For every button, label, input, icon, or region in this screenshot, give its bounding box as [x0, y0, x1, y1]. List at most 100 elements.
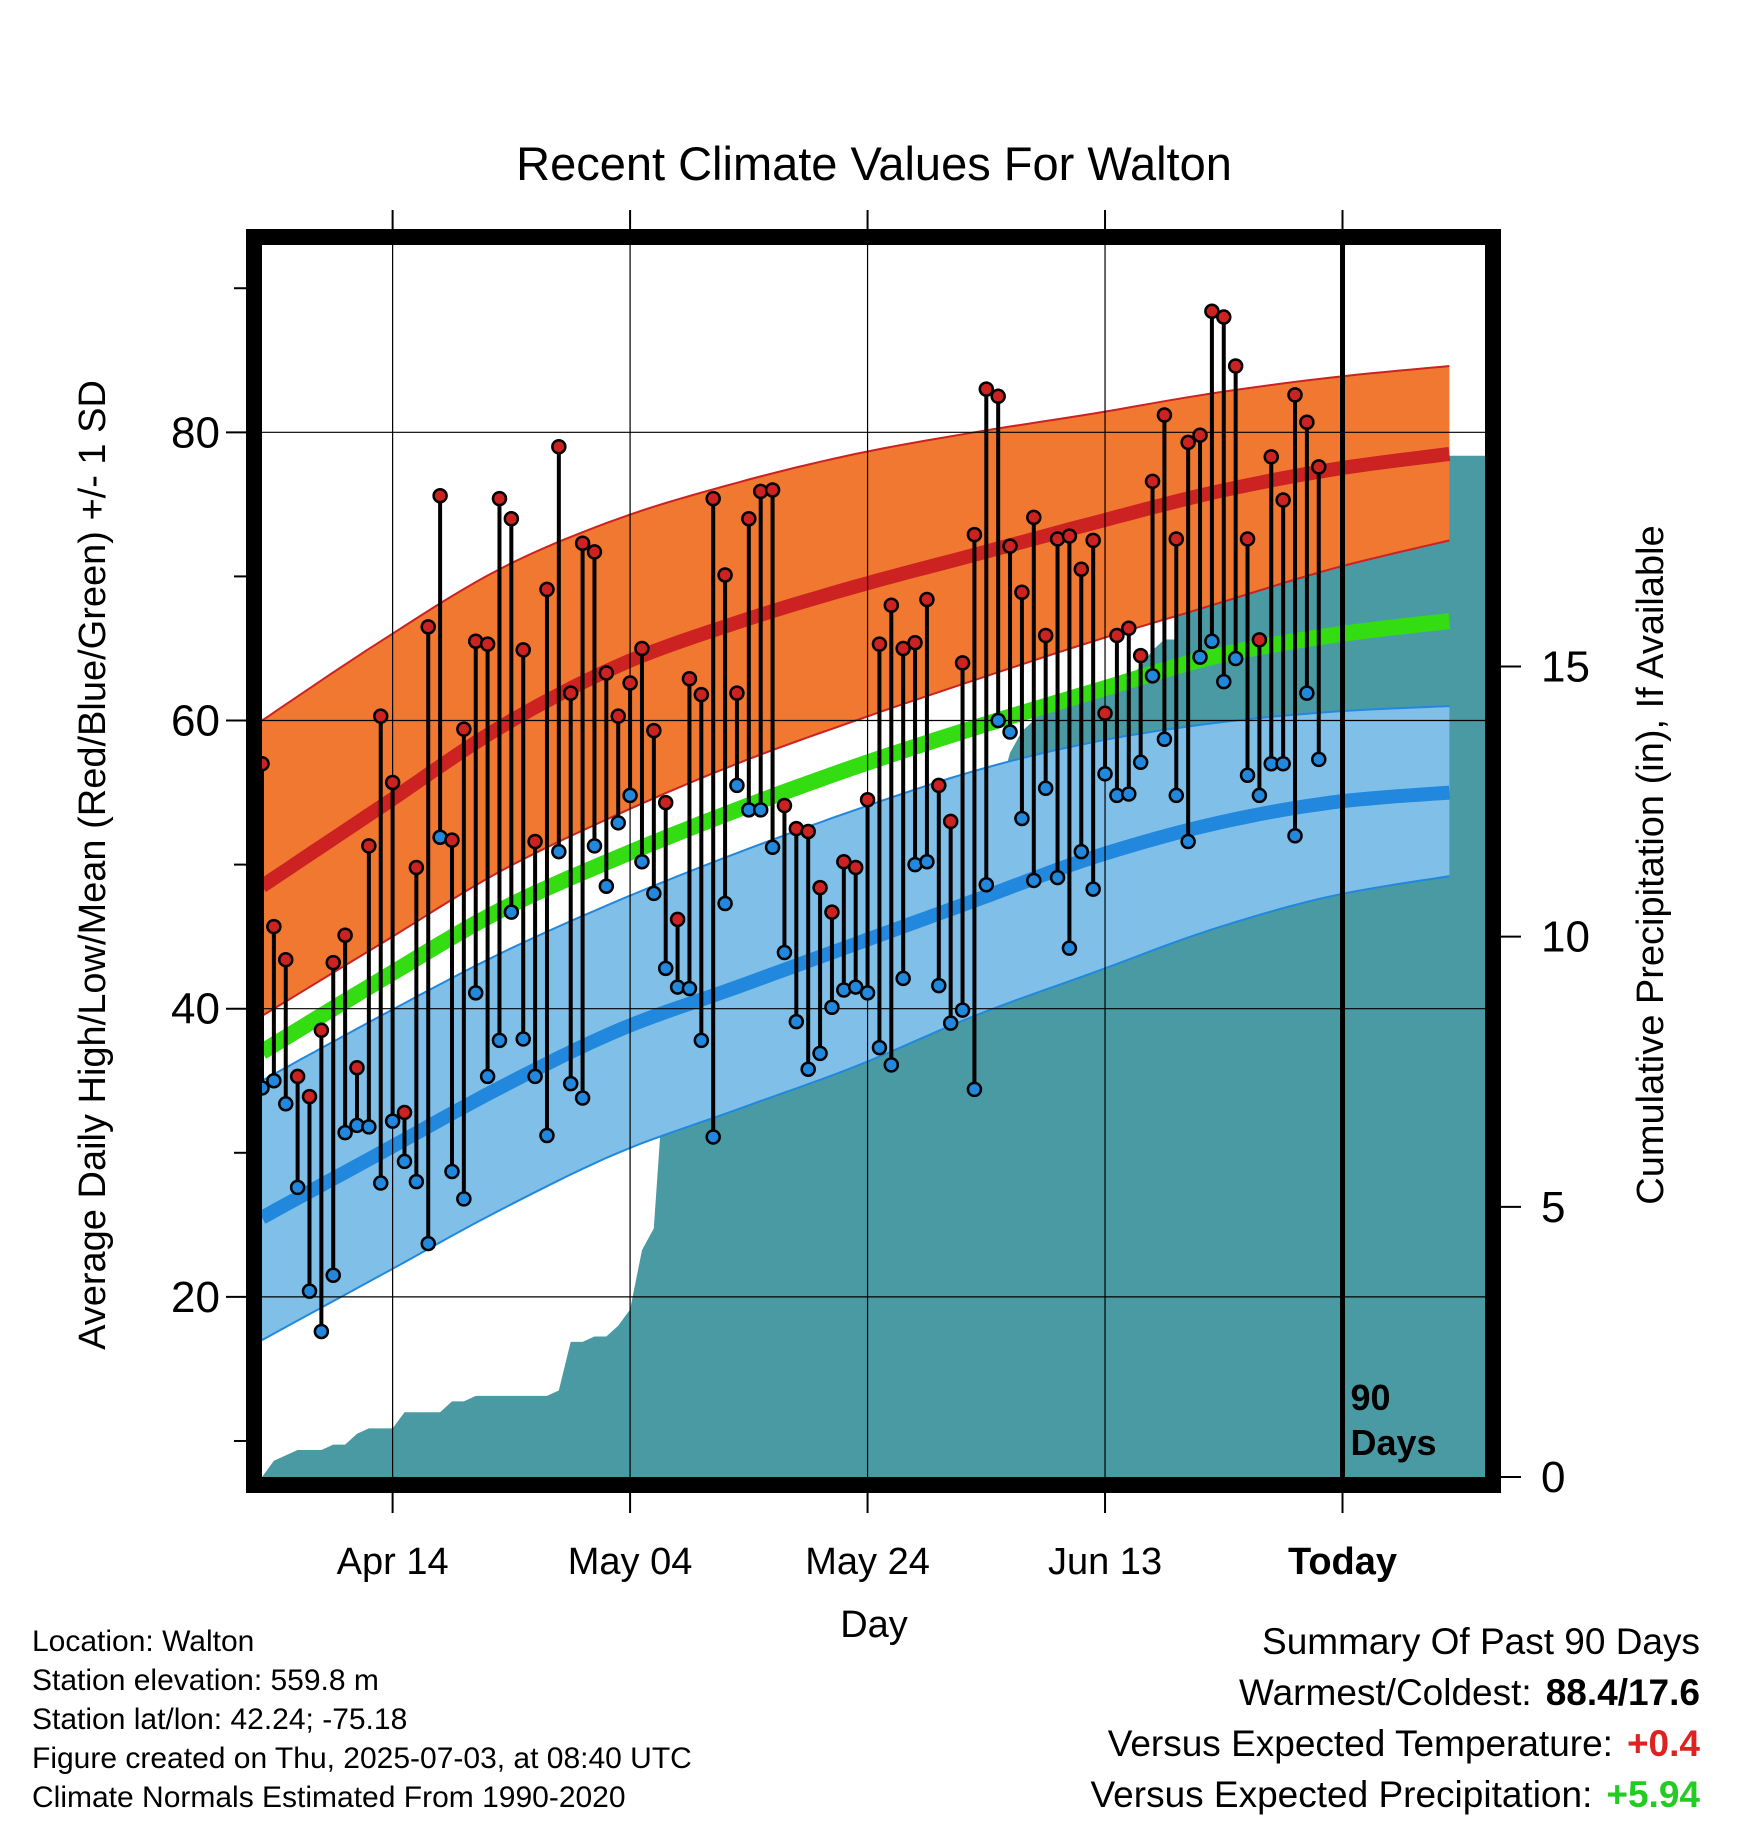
daily-high-point — [1287, 387, 1303, 403]
latlon-text: Station lat/lon: 42.24; -75.18 — [32, 1703, 408, 1736]
daily-low-point — [1299, 685, 1315, 701]
daily-high-point — [1026, 509, 1042, 526]
daily-high-point — [966, 526, 983, 543]
daily-high-point — [1299, 414, 1315, 430]
daily-low-point — [277, 1096, 294, 1112]
daily-high-point — [1132, 647, 1149, 664]
daily-high-point — [610, 708, 626, 724]
daily-low-point — [1097, 766, 1113, 782]
warm-cold-label: Warmest/Coldest: — [1239, 1672, 1532, 1713]
temp-value: +0.4 — [1626, 1723, 1700, 1764]
daily-high-point — [491, 490, 508, 507]
daily-high-point — [1156, 407, 1173, 423]
daily-high-point — [657, 794, 674, 811]
low-upper-sd-line — [261, 705, 1450, 1082]
daily-low-point — [384, 1113, 401, 1129]
warm-cold-value: 88.4/17.6 — [1545, 1672, 1700, 1713]
y-axis-label: Average Daily High/Low/Mean (Red/Blue/Gr… — [72, 380, 114, 1350]
daily-high-point — [384, 774, 401, 791]
daily-low-point — [1311, 751, 1327, 768]
daily-low-point — [895, 970, 911, 987]
precip-row: Versus Expected Precipitation: +5.94 — [1091, 1769, 1700, 1820]
daily-high-point — [266, 918, 282, 935]
daily-low-point — [634, 853, 650, 870]
daily-low-point — [1061, 940, 1078, 956]
daily-high-point — [931, 777, 947, 794]
daily-high-point — [432, 487, 448, 504]
daily-low-point — [361, 1119, 377, 1135]
daily-low-point — [966, 1081, 983, 1098]
daily-high-point — [990, 388, 1006, 405]
daily-low-point — [990, 712, 1006, 729]
daily-low-point — [491, 1032, 508, 1049]
daily-low-point — [1168, 787, 1185, 804]
daily-low-point — [1121, 786, 1137, 802]
daily-high-point — [729, 685, 745, 701]
daily-high-point — [871, 636, 888, 652]
daily-low-point — [1144, 668, 1161, 684]
daily-high-point — [325, 954, 341, 971]
daily-low-point — [467, 985, 484, 1001]
daily-high-point — [503, 511, 520, 527]
daily-high-point — [313, 1022, 330, 1039]
y-tick-label: 80 — [171, 408, 220, 457]
precip-value: +5.94 — [1606, 1774, 1700, 1815]
daily-low-point — [705, 1129, 721, 1145]
daily-low-point — [1037, 780, 1054, 796]
y-tick-label: 60 — [171, 697, 220, 746]
daily-low-point — [289, 1179, 306, 1196]
daily-low-point — [693, 1032, 710, 1049]
daily-high-point — [1216, 309, 1232, 325]
daily-high-point — [693, 686, 710, 703]
today-days-label-line1: 90 — [1351, 1377, 1391, 1418]
daily-high-point — [277, 951, 294, 968]
daily-low-point — [574, 1090, 591, 1106]
temp-row: Versus Expected Temperature: +0.4 — [1091, 1718, 1700, 1769]
daily-low-point — [1287, 828, 1303, 844]
daily-low-point — [479, 1068, 496, 1085]
daily-low-point — [1239, 767, 1256, 784]
daily-low-point — [812, 1045, 828, 1062]
daily-low-point — [859, 985, 876, 1001]
daily-high-point — [812, 879, 828, 896]
daily-high-point — [1204, 303, 1220, 320]
x-tick-label: May 04 — [568, 1541, 693, 1583]
daily-high-point — [634, 640, 650, 657]
daily-high-point — [646, 722, 662, 739]
daily-high-point — [847, 859, 864, 876]
daily-high-point — [1275, 492, 1291, 508]
daily-low-point — [942, 1015, 959, 1031]
high-normal-line — [258, 446, 1451, 893]
x-tick-label: May 24 — [805, 1541, 930, 1583]
location-text: Location: Walton — [32, 1625, 255, 1658]
daily-high-point — [408, 859, 425, 876]
daily-low-point — [444, 1163, 460, 1180]
x-axis-label: Day — [840, 1604, 908, 1646]
daily-low-point — [776, 944, 793, 961]
daily-low-point — [752, 802, 769, 818]
daily-high-point — [622, 675, 638, 691]
elevation-text: Station elevation: 559.8 m — [32, 1664, 379, 1697]
daily-low-point — [1251, 787, 1268, 804]
daily-low-point — [325, 1267, 341, 1284]
daily-high-point — [1263, 449, 1280, 465]
daily-high-point — [1002, 538, 1018, 554]
daily-high-point — [539, 581, 555, 598]
daily-high-point — [562, 685, 579, 701]
y2-tick-label: 10 — [1541, 913, 1590, 962]
y-tick-label: 40 — [171, 985, 220, 1034]
low-band — [262, 706, 1450, 1341]
daily-low-point — [586, 838, 603, 854]
daily-low-point — [919, 853, 935, 870]
daily-high-point — [586, 544, 603, 560]
daily-low-point — [824, 999, 840, 1016]
daily-low-point — [729, 777, 745, 794]
normals-text: Climate Normals Estimated From 1990-2020 — [32, 1781, 626, 1814]
daily-high-point — [824, 904, 840, 920]
daily-low-point — [931, 977, 947, 994]
daily-low-point — [301, 1283, 318, 1299]
created-text: Figure created on Thu, 2025-07-03, at 08… — [32, 1742, 692, 1775]
daily-high-point — [800, 823, 816, 840]
